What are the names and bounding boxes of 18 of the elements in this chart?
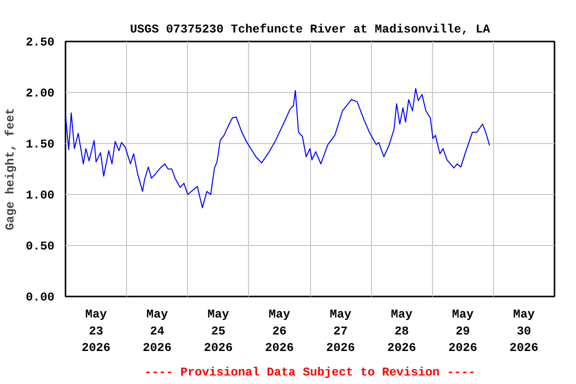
y-tick-label: 1.50 — [26, 138, 55, 152]
line-series — [66, 88, 490, 208]
chart-title: USGS 07375230 Tchefuncte River at Madisonville, LA — [130, 22, 491, 36]
x-tick-label: May 27 2026 — [326, 308, 355, 356]
y-axis-title: Gage height, feet — [4, 108, 18, 230]
x-tick-label: May 23 2026 — [82, 308, 110, 356]
x-tick-label: May 25 2026 — [204, 308, 233, 356]
text: ---- Provisional Data Subject to Revision ---- — [144, 366, 476, 380]
x-tick-label: May 26 2026 — [265, 308, 294, 356]
x-tick-label: May 28 2026 — [387, 308, 416, 356]
y-tick-label: 0.50 — [26, 240, 55, 254]
y-tick-label: 1.00 — [26, 188, 55, 202]
y-tick-label: 0.00 — [26, 290, 55, 304]
x-tick-label: May 24 2026 — [142, 308, 172, 356]
y-tick-label: 2.00 — [26, 86, 55, 100]
x-tick-label: May 30 2026 — [510, 308, 538, 356]
y-tick-label: 2.50 — [26, 36, 55, 50]
x-tick-label: May 29 2026 — [448, 308, 478, 356]
